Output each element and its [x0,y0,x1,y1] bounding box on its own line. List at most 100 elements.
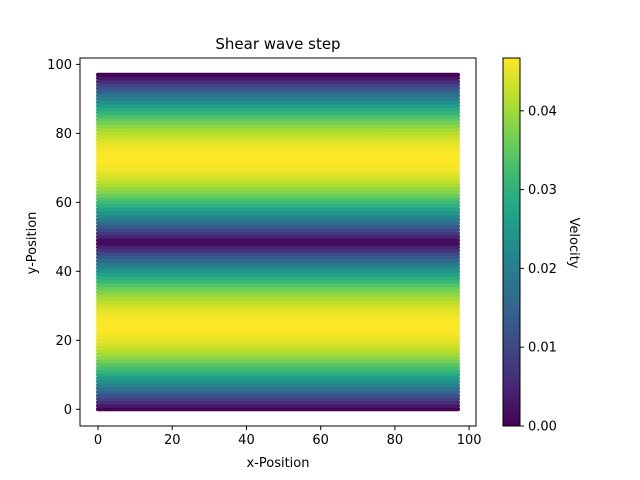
heatmap-row [95,276,461,281]
chart-title: Shear wave step [215,35,340,53]
heatmap-row [95,158,461,163]
heatmap-row [95,155,461,160]
heatmap-row [95,327,461,332]
heatmap-row [95,252,461,257]
heatmap-row [95,245,461,250]
heatmap-row [95,217,461,222]
heatmap-row [95,131,461,136]
heatmap-row [95,265,461,270]
heatmap-row [95,96,461,101]
x-tick-label: 40 [238,433,255,448]
heatmap-row [95,317,461,322]
y-tick-label: 40 [55,265,72,280]
y-tick-label: 100 [47,58,72,73]
heatmap-row [95,193,461,198]
x-axis-label: x-Position [246,456,309,471]
heatmap-row [95,120,461,126]
x-tick-label: 60 [312,433,329,448]
colorbar: 0.00 0.01 0.02 0.03 0.04 [502,57,557,435]
heatmap-row [95,186,461,191]
heatmap-row [95,110,461,115]
x-tick-label: 20 [164,433,181,448]
heatmap-row [95,334,461,339]
heatmap-row [95,296,461,301]
heatmap-row [95,83,461,88]
heatmap-row [95,165,461,170]
heatmap-row [95,176,461,181]
heatmap-row [95,179,461,184]
heatmap-row [95,79,461,84]
heatmap-row [95,307,461,312]
heatmap-row [95,100,461,105]
x-tick-label: 100 [457,433,482,448]
heatmap-row [95,314,461,319]
heatmap-row [95,93,461,98]
heatmap-row [95,372,461,377]
colorbar-label: Velocity [566,218,581,269]
heatmap-row [95,255,461,260]
axes: 0 20 40 60 80 100 0 20 40 60 80 100 [47,57,482,448]
heatmap-row [95,152,461,157]
colorbar-tick-label: 0.03 [528,183,557,198]
heatmap-row [95,331,461,336]
heatmap-row [95,286,461,291]
heatmap-row [95,376,461,381]
heatmap-row [95,114,461,119]
heatmap-row [95,124,461,129]
colorbar-tick-label: 0.04 [528,104,557,119]
heatmap-row [95,183,461,188]
heatmap-row [95,234,461,239]
heatmap-row [95,362,461,367]
heatmap-row [95,279,461,284]
heatmap-row [95,86,461,91]
heatmap-row [95,407,461,412]
heatmap-row [95,345,461,350]
y-tick-label: 0 [64,403,72,418]
heatmap-row [95,224,461,229]
heatmap-row [95,293,461,298]
heatmap-row [95,383,461,388]
y-axis-label: y-Position [25,212,40,275]
heatmap-plot [95,72,461,412]
heatmap-row [95,269,461,274]
heatmap-row [95,310,461,315]
heatmap-row [95,162,461,167]
heatmap-row [95,403,461,408]
colorbar-bar [502,57,521,427]
heatmap-row [95,352,461,357]
heatmap-row [95,289,461,295]
x-tick-label: 0 [94,433,102,448]
heatmap-row [95,169,461,174]
heatmap-row [95,393,461,398]
heatmap-row [95,203,461,208]
heatmap-row [95,258,461,263]
heatmap-row [95,76,461,81]
heatmap-row [95,324,461,329]
heatmap-row [95,300,461,305]
colorbar-tick-label: 0.01 [528,341,557,356]
heatmap-row [95,400,461,405]
heatmap-row [95,231,461,236]
axes-frame [79,57,477,427]
heatmap-row [95,321,461,326]
heatmap-row [95,117,461,122]
heatmap-row [95,72,461,77]
heatmap-row [95,369,461,374]
y-tick-label: 80 [55,127,72,142]
heatmap-row [95,303,461,308]
heatmap-row [95,390,461,395]
heatmap-row [95,355,461,360]
y-tick-label: 60 [55,196,72,211]
heatmap-row [95,200,461,205]
heatmap-row [95,89,461,94]
heatmap-row [95,127,461,132]
heatmap-row [95,365,461,370]
heatmap-row [95,396,461,401]
heatmap-row [95,214,461,219]
heatmap-row [95,148,461,153]
heatmap-row [95,172,461,177]
heatmap-row [95,358,461,364]
colorbar-tick-label: 0.02 [528,262,557,277]
heatmap-row [95,103,461,108]
heatmap-row [95,238,461,243]
